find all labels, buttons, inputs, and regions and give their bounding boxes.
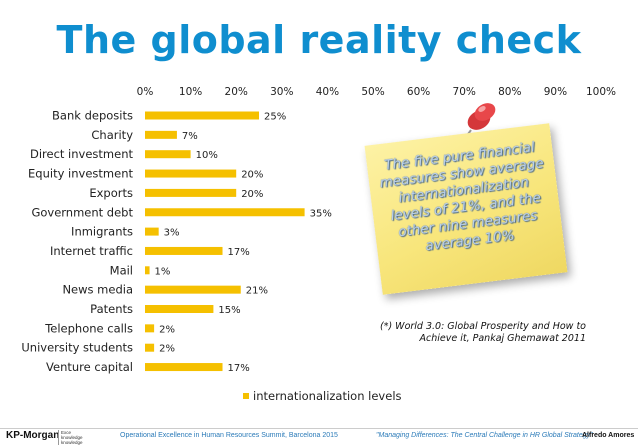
x-tick-label: 90% (544, 86, 567, 98)
category-label: Equity investment (28, 167, 133, 181)
bar (145, 305, 214, 313)
logo-tagline: Exce knowledge knowledge (58, 430, 87, 445)
x-tick-label: 40% (316, 86, 339, 98)
category-label: Patents (90, 302, 133, 316)
category-label: Mail (110, 263, 133, 277)
x-tick-label: 80% (498, 86, 521, 98)
data-label: 17% (228, 363, 250, 374)
data-label: 21% (246, 286, 268, 297)
data-label: 17% (228, 247, 250, 258)
x-tick-label: 20% (225, 86, 248, 98)
data-label: 7% (182, 131, 198, 142)
company-logo: KP-Morgan (6, 430, 60, 441)
sticky-note: The five pure financial measures show av… (364, 123, 568, 295)
data-label: 20% (241, 170, 263, 181)
page-title: The global reality check (56, 18, 582, 62)
footer-divider (0, 428, 638, 429)
bar (145, 266, 150, 275)
footer-event: Operational Excellence in Human Resource… (120, 432, 338, 439)
bar (145, 285, 241, 294)
data-label: 3% (164, 228, 180, 239)
bar (145, 227, 159, 236)
bar (145, 363, 223, 372)
legend-label: internationalization levels (253, 389, 402, 403)
category-label: Charity (91, 128, 133, 142)
data-label: 35% (310, 208, 332, 219)
sticky-note-text: The five pure financial measures show av… (378, 139, 545, 255)
legend-swatch (243, 393, 249, 399)
category-label: Government debt (31, 205, 133, 219)
category-label: Exports (89, 186, 133, 200)
x-tick-label: 30% (270, 86, 293, 98)
footer-talk-title: "Managing Differences: The Central Chall… (376, 432, 593, 439)
category-label: Venture capital (46, 360, 133, 374)
category-label: Direct investment (30, 147, 134, 161)
x-tick-label: 60% (407, 86, 430, 98)
data-label: 2% (159, 344, 175, 355)
bar (145, 150, 191, 159)
bar (145, 111, 259, 120)
category-label: Internet traffic (50, 244, 133, 258)
footer-author: Alfredo Amores (582, 432, 635, 439)
bar (145, 343, 155, 352)
category-label: Telephone calls (44, 321, 133, 335)
source-citation: (*) World 3.0: Global Prosperity and How… (374, 321, 586, 345)
x-tick-label: 0% (137, 86, 154, 98)
source-line-2: Achieve it, Pankaj Ghemawat 2011 (419, 333, 587, 344)
x-tick-label: 100% (586, 86, 616, 98)
data-label: 2% (159, 324, 175, 335)
x-tick-label: 70% (453, 86, 476, 98)
x-tick-label: 10% (179, 86, 202, 98)
bar (145, 169, 237, 178)
bar (145, 130, 177, 139)
bar (145, 188, 237, 197)
bar (145, 246, 223, 255)
data-label: 20% (241, 189, 263, 200)
category-label: Inmigrants (71, 225, 133, 239)
data-label: 15% (218, 305, 240, 316)
x-tick-label: 50% (361, 86, 384, 98)
source-line-1: (*) World 3.0: Global Prosperity and How… (380, 321, 586, 332)
bar (145, 208, 305, 217)
category-label: Bank deposits (52, 109, 133, 123)
data-label: 10% (196, 150, 218, 161)
category-label: University students (21, 341, 133, 355)
data-label: 1% (155, 266, 171, 277)
category-label: News media (62, 283, 133, 297)
bar (145, 324, 155, 333)
data-label: 25% (264, 112, 286, 123)
